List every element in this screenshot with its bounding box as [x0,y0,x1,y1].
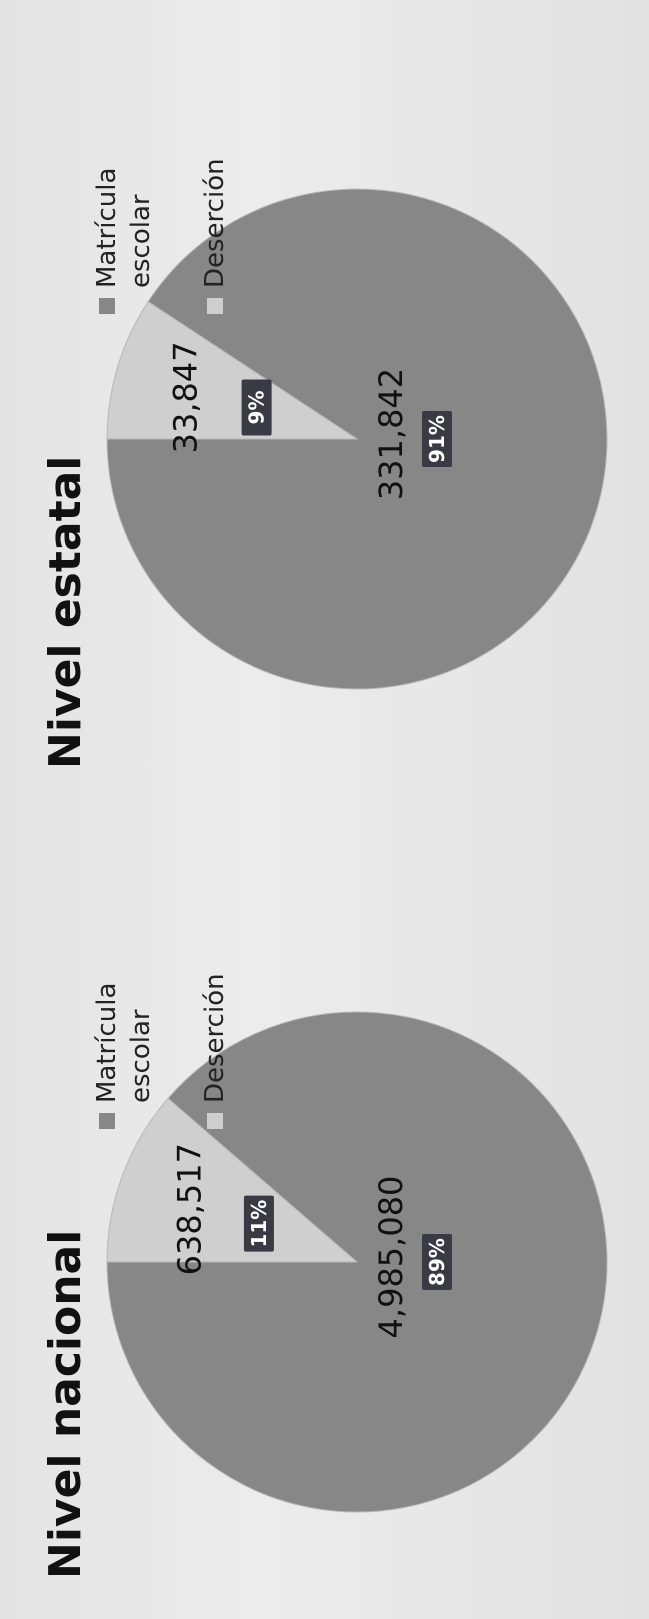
value-label: 4,985,080 [372,1176,410,1339]
percent-label: 9% [245,390,269,424]
legend-label: Matrícula [92,168,122,288]
legend-label: escolar [126,1009,156,1103]
percent-label-box [422,411,452,467]
legend-swatch [207,298,223,314]
value-label: 33,847 [167,341,205,453]
legend-label: escolar [126,194,156,288]
legend-swatch [99,298,115,314]
percent-label-box [422,1234,452,1290]
percent-label: 91% [425,415,449,463]
pie-slice-desercion [106,1097,359,1263]
percent-label: 89% [425,1238,449,1286]
chart-title: Nivel nacional [40,1230,91,1579]
percent-label: 11% [247,1200,271,1248]
value-label: 331,842 [372,368,410,500]
percent-label-box [243,1195,274,1252]
pie-slice-desercion [106,300,359,440]
chart-title: Nivel estatal [40,456,91,769]
pie-chart-1: Nivel nacional 4,985,080 89% 638,517 11% Matr… [40,973,608,1579]
legend-label: Deserción [200,973,230,1103]
legend-label: Deserción [200,158,230,288]
legend-swatch [207,1113,223,1129]
legend-swatch [99,1113,115,1129]
pie-chart-2: Nivel estatal 331,842 91% 33,847 9% Matrícula… [40,158,608,769]
value-label: 638,517 [170,1143,208,1275]
legend-label: Matrícula [92,983,122,1103]
percent-label-box [241,379,272,436]
